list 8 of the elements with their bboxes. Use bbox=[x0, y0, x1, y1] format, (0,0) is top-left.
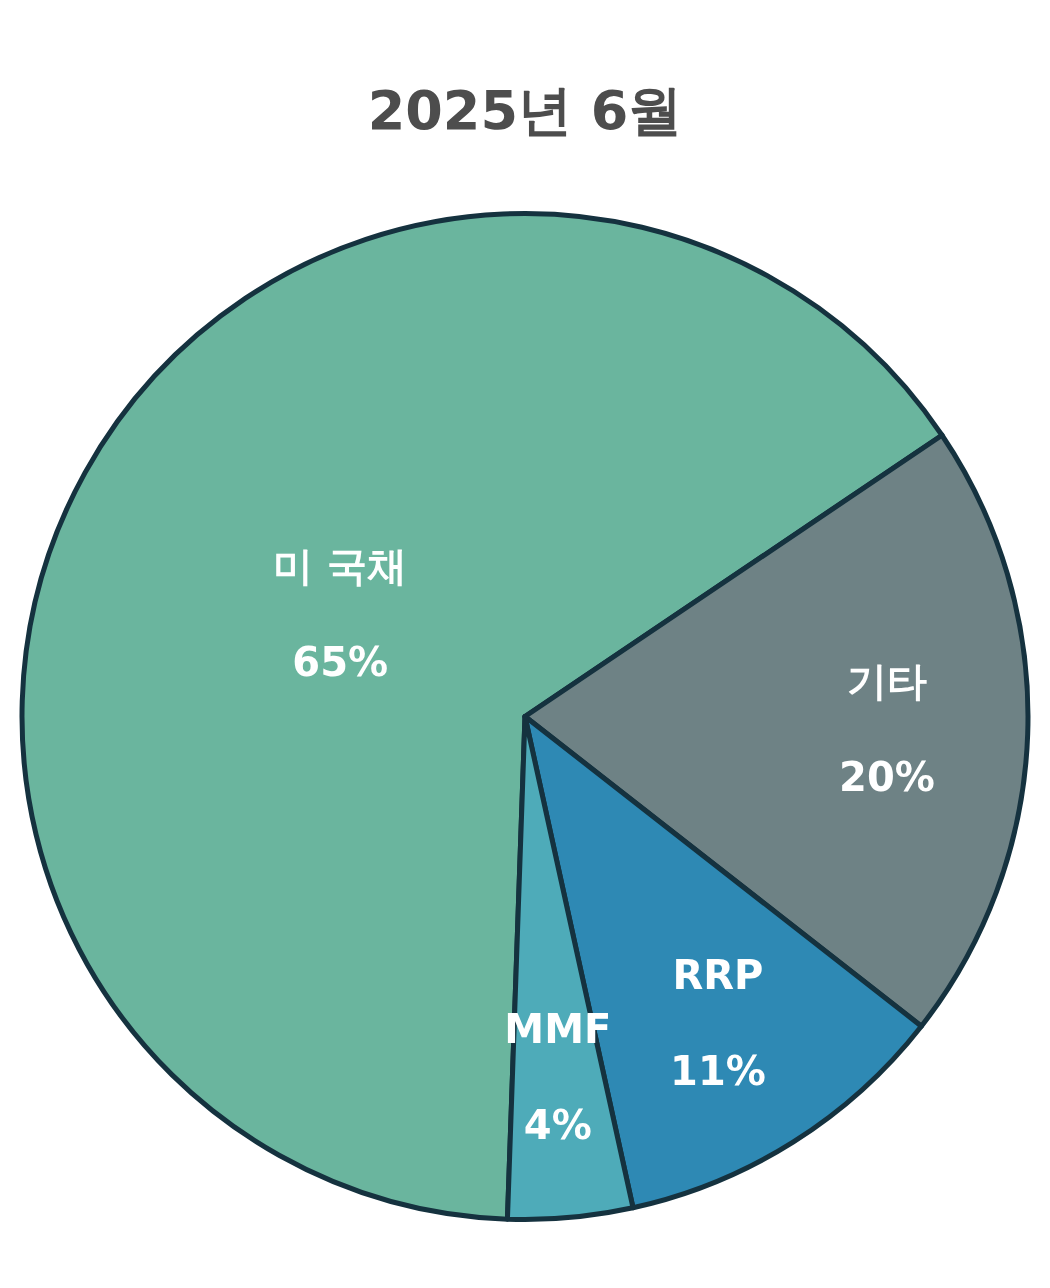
data-label: 65% bbox=[292, 639, 389, 686]
chart-title: 2025년 6월 bbox=[367, 78, 683, 142]
slice-label: 기타 bbox=[846, 658, 927, 705]
data-label: 4% bbox=[523, 1102, 592, 1149]
slice-label: 미 국채 bbox=[273, 543, 408, 590]
data-label: 11% bbox=[670, 1047, 766, 1094]
slice-label: RRP bbox=[672, 951, 764, 998]
data-label: 20% bbox=[839, 754, 935, 801]
